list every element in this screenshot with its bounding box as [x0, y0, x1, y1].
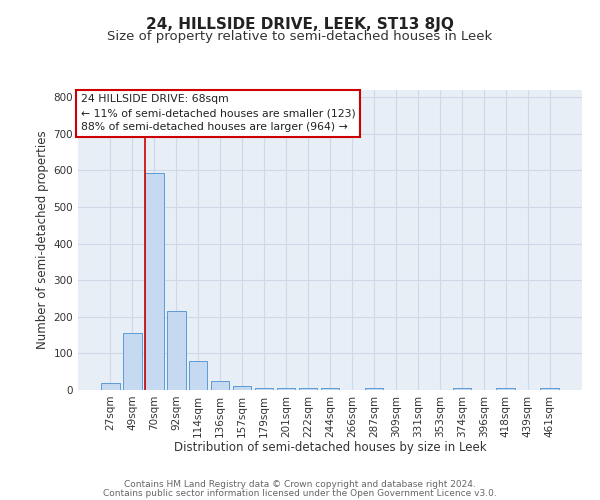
Bar — [299, 388, 317, 390]
Bar — [255, 388, 274, 390]
Bar — [145, 174, 164, 390]
Bar — [365, 388, 383, 390]
Bar — [452, 388, 471, 390]
Text: 24, HILLSIDE DRIVE, LEEK, ST13 8JQ: 24, HILLSIDE DRIVE, LEEK, ST13 8JQ — [146, 18, 454, 32]
Bar — [123, 332, 142, 390]
Text: Contains HM Land Registry data © Crown copyright and database right 2024.: Contains HM Land Registry data © Crown c… — [124, 480, 476, 489]
Y-axis label: Number of semi-detached properties: Number of semi-detached properties — [37, 130, 49, 350]
Bar — [320, 388, 340, 390]
Bar — [233, 386, 251, 390]
Bar — [189, 362, 208, 390]
Bar — [211, 381, 229, 390]
Bar — [496, 388, 515, 390]
Bar — [541, 388, 559, 390]
Text: Size of property relative to semi-detached houses in Leek: Size of property relative to semi-detach… — [107, 30, 493, 43]
Text: 24 HILLSIDE DRIVE: 68sqm
← 11% of semi-detached houses are smaller (123)
88% of : 24 HILLSIDE DRIVE: 68sqm ← 11% of semi-d… — [80, 94, 355, 132]
Bar — [101, 382, 119, 390]
Bar — [167, 312, 185, 390]
Bar — [277, 388, 295, 390]
Text: Contains public sector information licensed under the Open Government Licence v3: Contains public sector information licen… — [103, 489, 497, 498]
X-axis label: Distribution of semi-detached houses by size in Leek: Distribution of semi-detached houses by … — [173, 441, 487, 454]
